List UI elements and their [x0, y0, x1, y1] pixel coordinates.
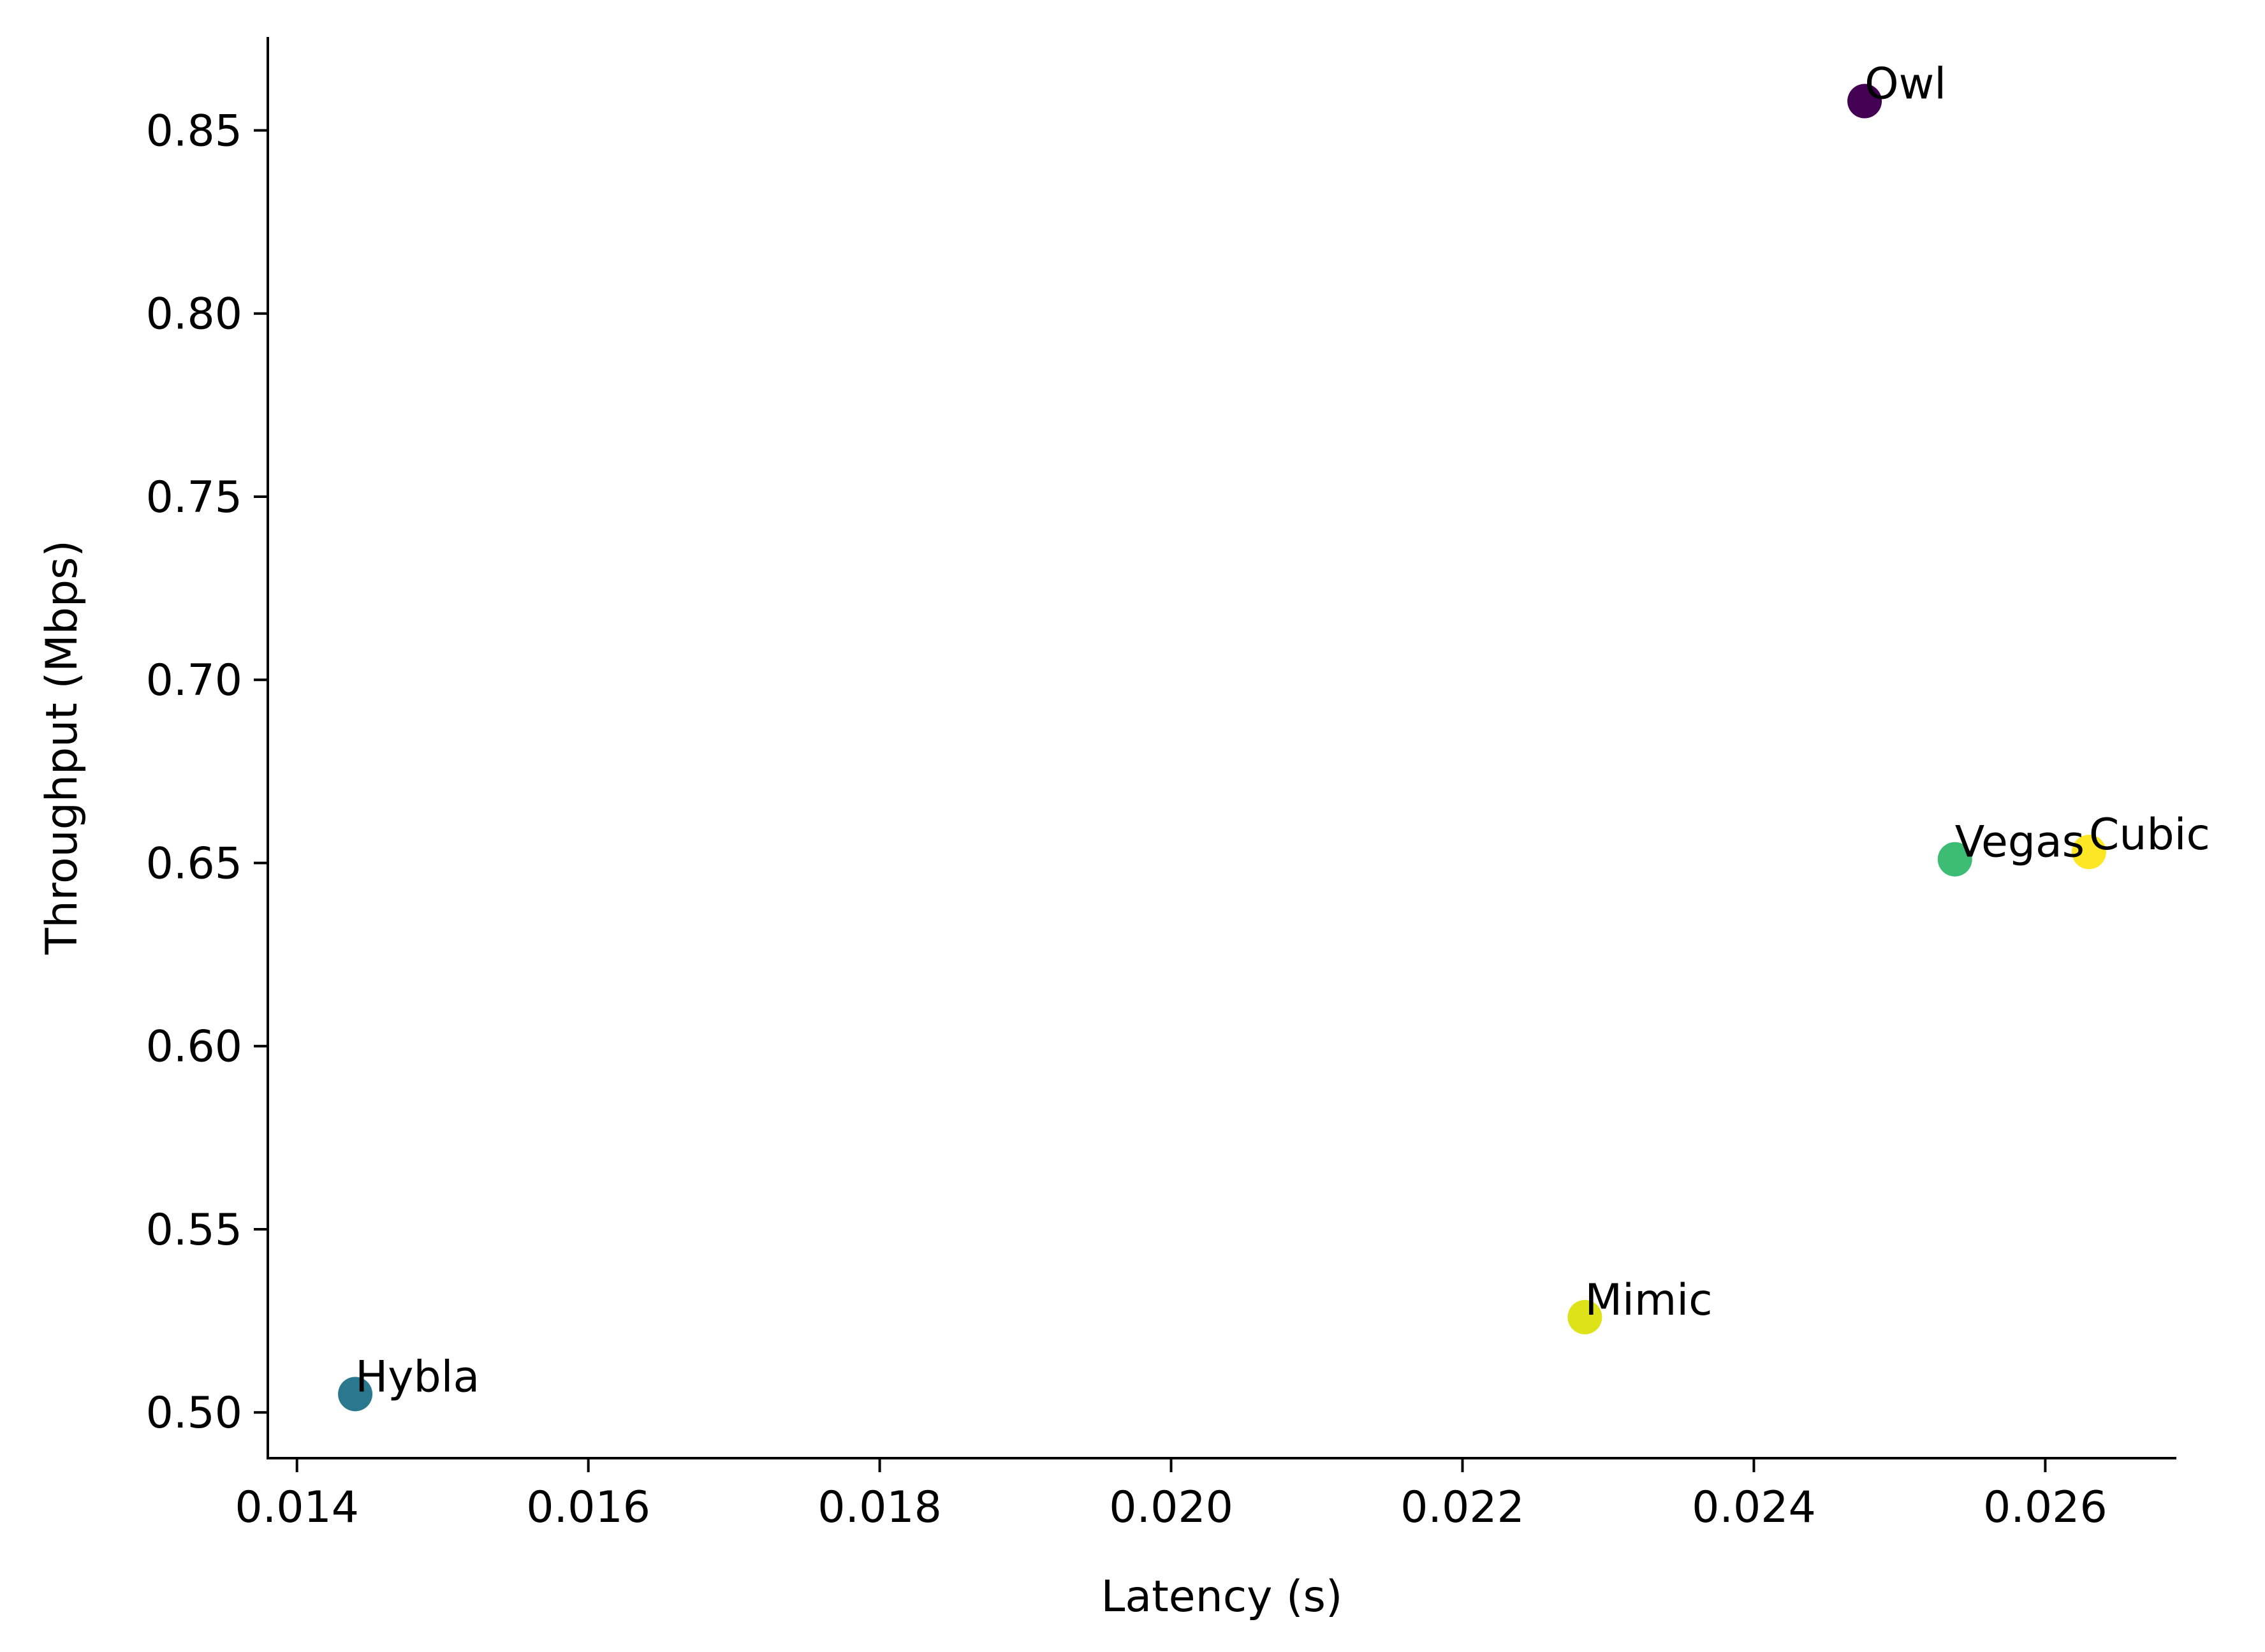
- x-ticks: 0.014 0.016 0.018 0.020 0.022 0.024 0.026: [235, 1458, 2107, 1533]
- data-points: [338, 84, 2106, 1412]
- data-point-label-owl: Owl: [1865, 59, 1946, 110]
- axes: [267, 37, 2176, 1459]
- y-tick-label: 0.55: [146, 1205, 242, 1255]
- x-tick-label: 0.020: [1109, 1482, 1233, 1533]
- x-tick-label: 0.016: [526, 1482, 650, 1533]
- y-tick-label: 0.75: [146, 472, 242, 523]
- x-axis-title: Latency (s): [1101, 1572, 1343, 1622]
- x-tick-label: 0.014: [235, 1482, 359, 1533]
- data-point-mimic: [1567, 1299, 1602, 1334]
- data-point-label-cubic: Cubic: [2089, 810, 2210, 860]
- data-point-cubic: [2071, 835, 2106, 870]
- y-tick-label: 0.80: [146, 289, 242, 340]
- y-tick-label: 0.65: [146, 838, 242, 889]
- y-ticks: 0.50 0.55 0.60 0.65 0.70 0.75 0.80 0.85: [146, 106, 268, 1438]
- data-point-labels: Owl Hybla Vegas Mimic Cubic: [355, 59, 2210, 1403]
- data-point-label-vegas: Vegas: [1955, 817, 2085, 868]
- data-point-owl: [1847, 84, 1882, 119]
- x-tick-label: 0.022: [1400, 1482, 1525, 1533]
- y-axis-title: Throughput (Mbps): [37, 540, 87, 955]
- y-tick-label: 0.60: [146, 1022, 242, 1072]
- y-tick-label: 0.50: [146, 1388, 242, 1438]
- x-tick-label: 0.026: [1983, 1482, 2107, 1533]
- data-point-hybla: [338, 1377, 373, 1412]
- x-tick-label: 0.024: [1692, 1482, 1816, 1533]
- data-point-label-mimic: Mimic: [1585, 1275, 1712, 1326]
- data-point-vegas: [1937, 842, 1972, 877]
- data-point-label-hybla: Hybla: [355, 1352, 480, 1402]
- y-tick-label: 0.85: [146, 106, 242, 156]
- y-tick-label: 0.70: [146, 655, 242, 706]
- x-tick-label: 0.018: [817, 1482, 942, 1533]
